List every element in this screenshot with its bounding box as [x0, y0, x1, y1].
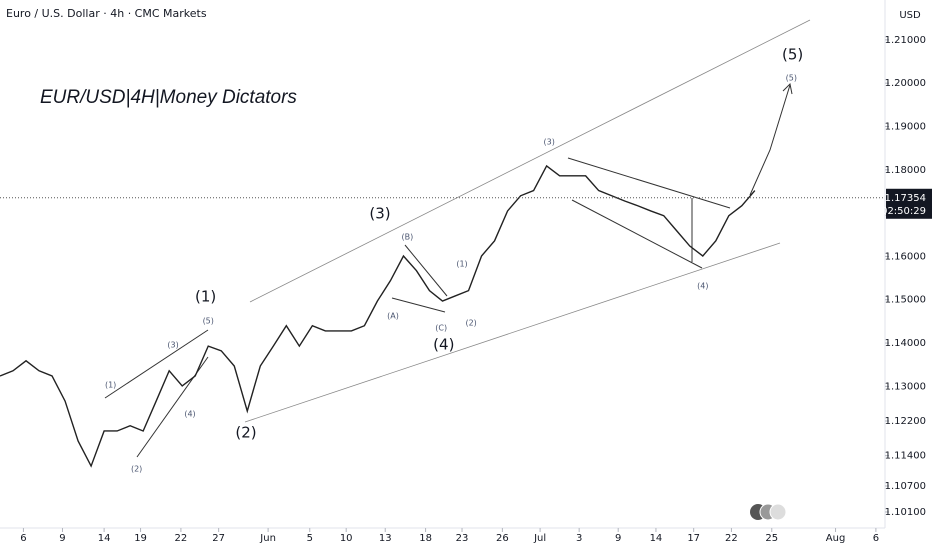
- drawings: [104, 19, 811, 458]
- subwave-label: (1): [105, 381, 116, 390]
- wedge-line: [404, 244, 448, 297]
- subwave-label: (A): [387, 312, 399, 321]
- subwave-label: (B): [401, 232, 413, 241]
- subwave-label: (4): [184, 410, 195, 419]
- y-tick-label: 1.20000: [885, 78, 926, 89]
- last-price-label: 1.17354: [885, 193, 926, 204]
- x-tick-label: 23: [456, 533, 469, 544]
- logo: [750, 503, 787, 521]
- subwave-label: (C): [435, 323, 447, 332]
- y-tick-label: 1.14000: [885, 338, 926, 349]
- x-tick-label: 3: [576, 533, 582, 544]
- subwave-label: (1): [456, 260, 467, 269]
- x-tick-label: Jun: [259, 533, 276, 544]
- subwave-label: (5): [786, 73, 797, 82]
- arrow-head: [782, 82, 793, 95]
- wave-label: (5): [782, 46, 803, 64]
- y-tick-label: 1.15000: [885, 295, 926, 306]
- wave-label: (2): [235, 424, 256, 442]
- y-tick-label: 1.10700: [885, 481, 926, 492]
- y-tick-label: 1.13000: [885, 381, 926, 392]
- x-tick-label: 13: [379, 533, 392, 544]
- subwave-label: (2): [465, 319, 476, 328]
- wedge-line: [391, 297, 446, 313]
- subwave-label: (4): [697, 281, 708, 290]
- wave-label: (3): [369, 204, 390, 222]
- channel-lower: [244, 242, 781, 423]
- subwave-label: (3): [167, 341, 178, 350]
- wave-label: (1): [195, 288, 216, 306]
- x-tick-label: 22: [175, 533, 188, 544]
- x-tick-label: 5: [307, 533, 313, 544]
- wave-label: (4): [433, 336, 454, 354]
- x-tick-label: 22: [725, 533, 738, 544]
- wedge-line: [571, 199, 703, 269]
- y-tick-label: 1.16000: [885, 251, 926, 262]
- x-tick-label: 25: [765, 533, 778, 544]
- subwave-label: (3): [544, 138, 555, 147]
- wedge-line: [104, 329, 209, 399]
- chart-title: Euro / U.S. Dollar · 4h · CMC Markets: [6, 7, 207, 20]
- countdown-label: 02:50:29: [881, 206, 926, 217]
- last-price-box: [886, 188, 932, 219]
- x-tick-label: 9: [59, 533, 65, 544]
- x-tick-label: 10: [340, 533, 353, 544]
- wedge-line: [567, 157, 731, 209]
- currency-label: USD: [899, 10, 921, 21]
- subwave-label: (5): [203, 316, 214, 325]
- y-tick-label: 1.18000: [885, 165, 926, 176]
- y-tick-label: 1.21000: [885, 35, 926, 46]
- projection-arrow: [749, 84, 791, 196]
- y-tick-label: 1.11400: [885, 451, 926, 462]
- x-tick-label: 14: [650, 533, 663, 544]
- x-tick-label: 27: [212, 533, 225, 544]
- x-tick-label: Jul: [533, 533, 546, 544]
- x-tick-label: Aug: [826, 533, 846, 544]
- x-tick-label: 6: [873, 533, 879, 544]
- y-tick-label: 1.10100: [885, 507, 926, 518]
- x-tick-label: 26: [496, 533, 509, 544]
- channel-upper: [249, 19, 811, 303]
- x-tick-label: 9: [615, 533, 621, 544]
- y-tick-label: 1.12200: [885, 416, 926, 427]
- watermark: EUR/USD|4H|Money Dictators: [40, 87, 297, 108]
- logo-circle: [769, 503, 787, 521]
- x-tick-label: 17: [687, 533, 700, 544]
- x-tick-label: 14: [98, 533, 111, 544]
- subwave-label: (2): [131, 465, 142, 474]
- x-tick-label: 19: [134, 533, 147, 544]
- x-tick-label: 6: [20, 533, 26, 544]
- x-tick-label: 18: [419, 533, 432, 544]
- price-line: [0, 164, 756, 468]
- y-tick-label: 1.19000: [885, 121, 926, 132]
